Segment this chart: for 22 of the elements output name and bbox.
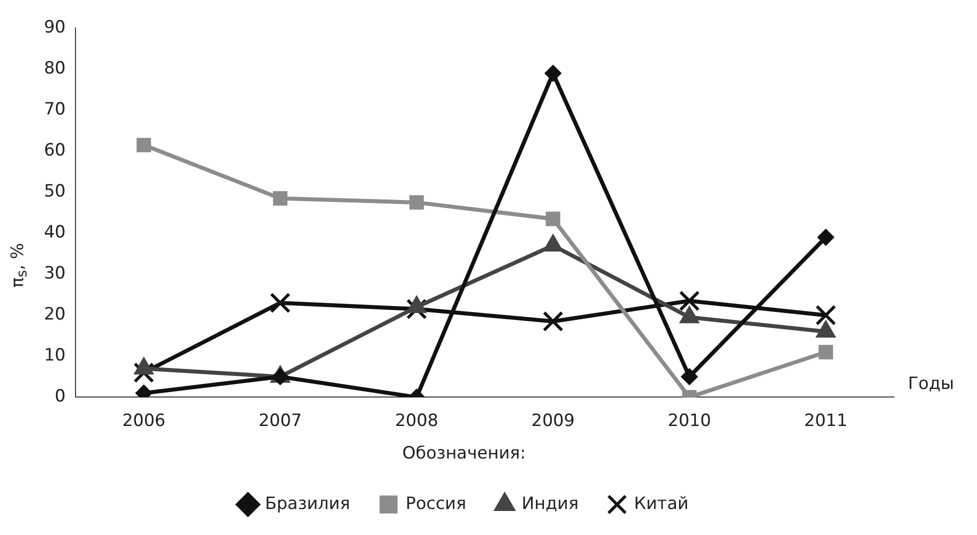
x-tick-label: 2006 <box>122 410 166 431</box>
y-tick-label: 40 <box>44 222 66 243</box>
x-tick-label: 2009 <box>531 410 575 431</box>
y-tick-label: 0 <box>54 386 66 407</box>
x-tick-label: 2010 <box>668 410 712 431</box>
legend-label: Китай <box>634 494 689 514</box>
x-tick-label: 2008 <box>394 410 438 431</box>
y-tick-label: 60 <box>44 140 66 161</box>
legend-label: Индия <box>522 494 579 514</box>
x-tick-label: 2007 <box>258 410 302 431</box>
y-tick-label: 90 <box>44 18 66 38</box>
x-tick-label: 2011 <box>804 410 848 431</box>
legend-label: Россия <box>406 494 466 514</box>
y-tick-label: 80 <box>44 58 66 79</box>
y-tick-label: 10 <box>44 346 66 366</box>
y-tick-label: 70 <box>44 100 66 120</box>
y-tick-label: 20 <box>44 304 66 325</box>
legend-label: Бразилия <box>264 494 350 514</box>
y-tick-label: 30 <box>44 264 66 284</box>
x-axis-title: Годы <box>908 374 954 394</box>
y-tick-label: 50 <box>44 182 66 202</box>
legend-title: Обозначения: <box>402 444 526 464</box>
